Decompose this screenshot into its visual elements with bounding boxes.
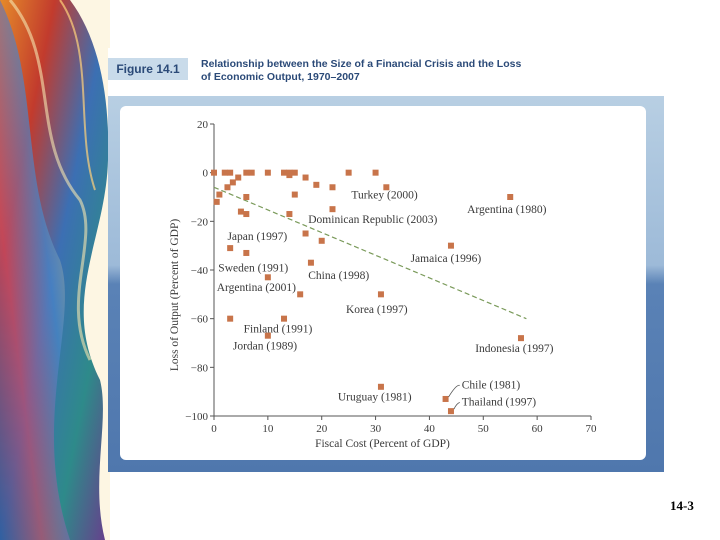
data-point	[377, 291, 384, 298]
data-point	[377, 383, 384, 390]
data-point	[517, 335, 524, 342]
point-label: Uruguay (1981)	[338, 392, 412, 404]
x-tick-label: 50	[478, 423, 490, 435]
x-tick-label: 20	[316, 423, 328, 435]
y-tick-label: −20	[191, 216, 209, 228]
point-label: Jordan (1989)	[233, 340, 297, 352]
x-tick-label: 30	[370, 423, 382, 435]
data-point	[507, 194, 514, 200]
data-point	[313, 181, 320, 188]
x-tick-label: 70	[586, 423, 598, 435]
point-label: Indonesia (1997)	[475, 343, 553, 355]
data-point	[329, 206, 336, 213]
point-label: Finland (1991)	[244, 323, 313, 335]
point-label: Argentina (1980)	[467, 204, 546, 216]
data-point	[307, 259, 314, 266]
data-point	[264, 169, 271, 176]
point-label: Chile (1981)	[462, 379, 521, 391]
data-point	[442, 395, 449, 402]
y-tick-label: −60	[191, 314, 209, 326]
data-point	[291, 169, 298, 176]
data-point	[243, 194, 250, 200]
data-point	[291, 191, 298, 198]
y-tick-label: −40	[191, 265, 209, 277]
data-point	[227, 169, 234, 176]
data-point	[329, 184, 336, 191]
leader-line-chile	[448, 384, 460, 398]
point-label: Korea (1997)	[346, 304, 408, 316]
point-label: Turkey (2000)	[351, 190, 418, 202]
leader-line-thailand	[453, 402, 460, 410]
figure-title: Relationship between the Size of a Finan…	[201, 58, 601, 84]
data-point	[243, 211, 250, 218]
point-label: Japan (1997)	[227, 231, 287, 243]
data-point	[264, 332, 271, 339]
point-label: China (1998)	[308, 270, 369, 282]
data-point	[447, 408, 454, 415]
data-point	[345, 169, 352, 176]
y-tick-label: −80	[191, 362, 209, 374]
data-point	[248, 169, 255, 176]
figure-title-line-1: Relationship between the Size of a Finan…	[201, 58, 522, 70]
data-point	[286, 211, 293, 218]
y-tick-label: 0	[203, 168, 209, 180]
data-point	[211, 169, 217, 176]
y-tick-label: 20	[197, 119, 209, 131]
data-point	[237, 208, 244, 215]
x-axis-title: Fiscal Cost (Percent of GDP)	[315, 438, 450, 450]
x-tick-label: 10	[262, 423, 274, 435]
point-label: Thailand (1997)	[462, 396, 537, 408]
data-point	[281, 315, 288, 322]
data-point	[224, 184, 231, 191]
point-label: Argentina (2001)	[217, 282, 296, 294]
data-point	[372, 169, 379, 176]
data-point	[281, 169, 288, 176]
point-label: Dominican Republic (2003)	[308, 214, 437, 226]
y-axis-title: Loss of Output (Percent of GDP)	[169, 219, 181, 372]
y-tick-label: −100	[185, 411, 208, 423]
data-point	[235, 174, 242, 181]
data-point	[302, 174, 309, 181]
figure-number-tag: Figure 14.1	[108, 58, 188, 80]
data-point	[264, 274, 271, 281]
data-point	[227, 315, 234, 322]
data-point	[286, 169, 293, 176]
data-point	[383, 184, 390, 191]
data-point	[221, 169, 228, 176]
data-point	[213, 198, 220, 205]
data-point	[229, 179, 236, 186]
data-point	[227, 245, 234, 252]
trend-line	[213, 186, 527, 320]
chart-card	[120, 106, 646, 460]
point-label: Jamaica (1996)	[411, 253, 482, 265]
data-point	[243, 249, 250, 256]
decorative-feather-art	[0, 0, 110, 540]
x-tick-label: 0	[211, 423, 217, 435]
x-tick-label: 40	[424, 423, 436, 435]
data-point	[447, 242, 454, 249]
data-point	[297, 291, 304, 298]
figure-header: Figure 14.1 Relationship between the Siz…	[108, 48, 664, 96]
point-label: Sweden (1991)	[218, 263, 288, 275]
data-point	[302, 230, 309, 237]
x-tick-label: 60	[532, 423, 544, 435]
data-point	[216, 191, 223, 198]
figure-title-line-2: of Economic Output, 1970–2007	[201, 71, 360, 83]
data-point	[318, 237, 325, 244]
slide-number: 14-3	[670, 498, 694, 513]
data-point	[243, 169, 250, 176]
